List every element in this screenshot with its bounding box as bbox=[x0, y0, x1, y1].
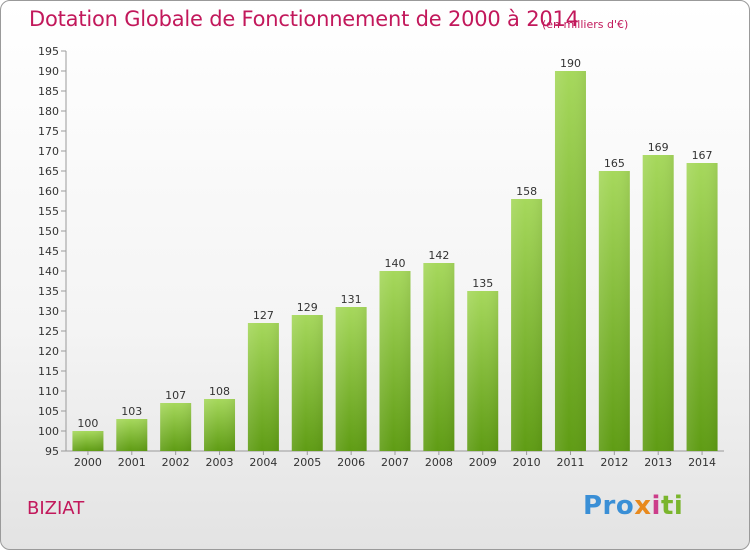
y-tick-label: 105 bbox=[38, 405, 59, 418]
bar-shine-2010 bbox=[511, 199, 543, 451]
x-tick-label: 2005 bbox=[293, 456, 321, 469]
data-label-2006: 131 bbox=[341, 293, 362, 306]
x-tick-label: 2014 bbox=[688, 456, 716, 469]
x-tick-label: 2009 bbox=[469, 456, 497, 469]
bar-shine-2000 bbox=[72, 431, 104, 451]
data-label-2005: 129 bbox=[297, 301, 318, 314]
y-tick-label: 95 bbox=[45, 445, 59, 458]
y-tick-label: 125 bbox=[38, 325, 59, 338]
bar-shine-2001 bbox=[116, 419, 148, 451]
bar-chart: 95 100 105 110 115 120 125 130 135 140 145 150 155 16… bbox=[38, 45, 724, 469]
y-tick-label: 115 bbox=[38, 365, 59, 378]
y-tick-label: 100 bbox=[38, 425, 59, 438]
bar-shine-2002 bbox=[160, 403, 192, 451]
bar-shine-2012 bbox=[598, 171, 630, 451]
y-tick-label: 140 bbox=[38, 265, 59, 278]
logo-part-3: i bbox=[651, 491, 661, 521]
data-label-2011: 190 bbox=[560, 57, 581, 70]
data-label-2013: 169 bbox=[648, 141, 669, 154]
y-tick-label: 145 bbox=[38, 245, 59, 258]
bar-shine-2007 bbox=[379, 271, 411, 451]
bars bbox=[72, 71, 718, 451]
logo-part-2: x bbox=[634, 491, 652, 521]
y-tick-label: 180 bbox=[38, 105, 59, 118]
x-tick-label: 2002 bbox=[162, 456, 190, 469]
x-tick-label: 2012 bbox=[600, 456, 628, 469]
x-tick-label: 2003 bbox=[206, 456, 234, 469]
chart-title: Dotation Globale de Fonctionnement de 20… bbox=[29, 7, 579, 31]
x-tick-label: 2008 bbox=[425, 456, 453, 469]
bar-shine-2011 bbox=[554, 71, 586, 451]
y-tick-label: 130 bbox=[38, 305, 59, 318]
x-tick-label: 2004 bbox=[249, 456, 277, 469]
y-tick-label: 160 bbox=[38, 185, 59, 198]
bar-shine-2014 bbox=[686, 163, 718, 451]
data-label-2008: 142 bbox=[428, 249, 449, 262]
logo-part-4: ti bbox=[660, 491, 684, 521]
commune-name: BIZIAT bbox=[27, 498, 85, 519]
y-tick-label: 135 bbox=[38, 285, 59, 298]
data-label-2003: 108 bbox=[209, 385, 230, 398]
bar-shine-2008 bbox=[423, 263, 455, 451]
data-label-2004: 127 bbox=[253, 309, 274, 322]
y-tick-label: 185 bbox=[38, 85, 59, 98]
y-tick-label: 150 bbox=[38, 225, 59, 238]
proxiti-logo: Proxiti bbox=[583, 491, 683, 521]
bar-shine-2013 bbox=[642, 155, 674, 451]
y-tick-label: 110 bbox=[38, 385, 59, 398]
x-tick-label: 2011 bbox=[556, 456, 584, 469]
x-tick-label: 2010 bbox=[513, 456, 541, 469]
y-tick-label: 190 bbox=[38, 65, 59, 78]
data-label-2002: 107 bbox=[165, 389, 186, 402]
x-tick-label: 2013 bbox=[644, 456, 672, 469]
y-tick-label: 120 bbox=[38, 345, 59, 358]
y-tick-label: 175 bbox=[38, 125, 59, 138]
bar-shine-2004 bbox=[247, 323, 279, 451]
bar-shine-2009 bbox=[467, 291, 499, 451]
bar-shine-2005 bbox=[291, 315, 323, 451]
data-label-2007: 140 bbox=[385, 257, 406, 270]
x-tick-label: 2001 bbox=[118, 456, 146, 469]
x-tick-label: 2000 bbox=[74, 456, 102, 469]
x-tick-label: 2006 bbox=[337, 456, 365, 469]
chart-unit: (en milliers d'€) bbox=[542, 18, 629, 31]
data-label-2014: 167 bbox=[692, 149, 713, 162]
y-tick-label: 170 bbox=[38, 145, 59, 158]
data-label-2009: 135 bbox=[472, 277, 493, 290]
axes: 95 100 105 110 115 120 125 130 135 140 145 150 155 16… bbox=[38, 45, 724, 469]
data-label-2012: 165 bbox=[604, 157, 625, 170]
bar-shine-2006 bbox=[335, 307, 367, 451]
y-tick-label: 195 bbox=[38, 45, 59, 58]
y-tick-label: 165 bbox=[38, 165, 59, 178]
data-labels: 100 103 107 108 127 129 131 140 142 135 158 190 165 1… bbox=[77, 57, 712, 430]
data-label-2000: 100 bbox=[77, 417, 98, 430]
logo-part-1: Pro bbox=[583, 491, 635, 521]
x-tick-label: 2007 bbox=[381, 456, 409, 469]
bar-shine-2003 bbox=[204, 399, 236, 451]
y-tick-label: 155 bbox=[38, 205, 59, 218]
data-label-2001: 103 bbox=[121, 405, 142, 418]
data-label-2010: 158 bbox=[516, 185, 537, 198]
